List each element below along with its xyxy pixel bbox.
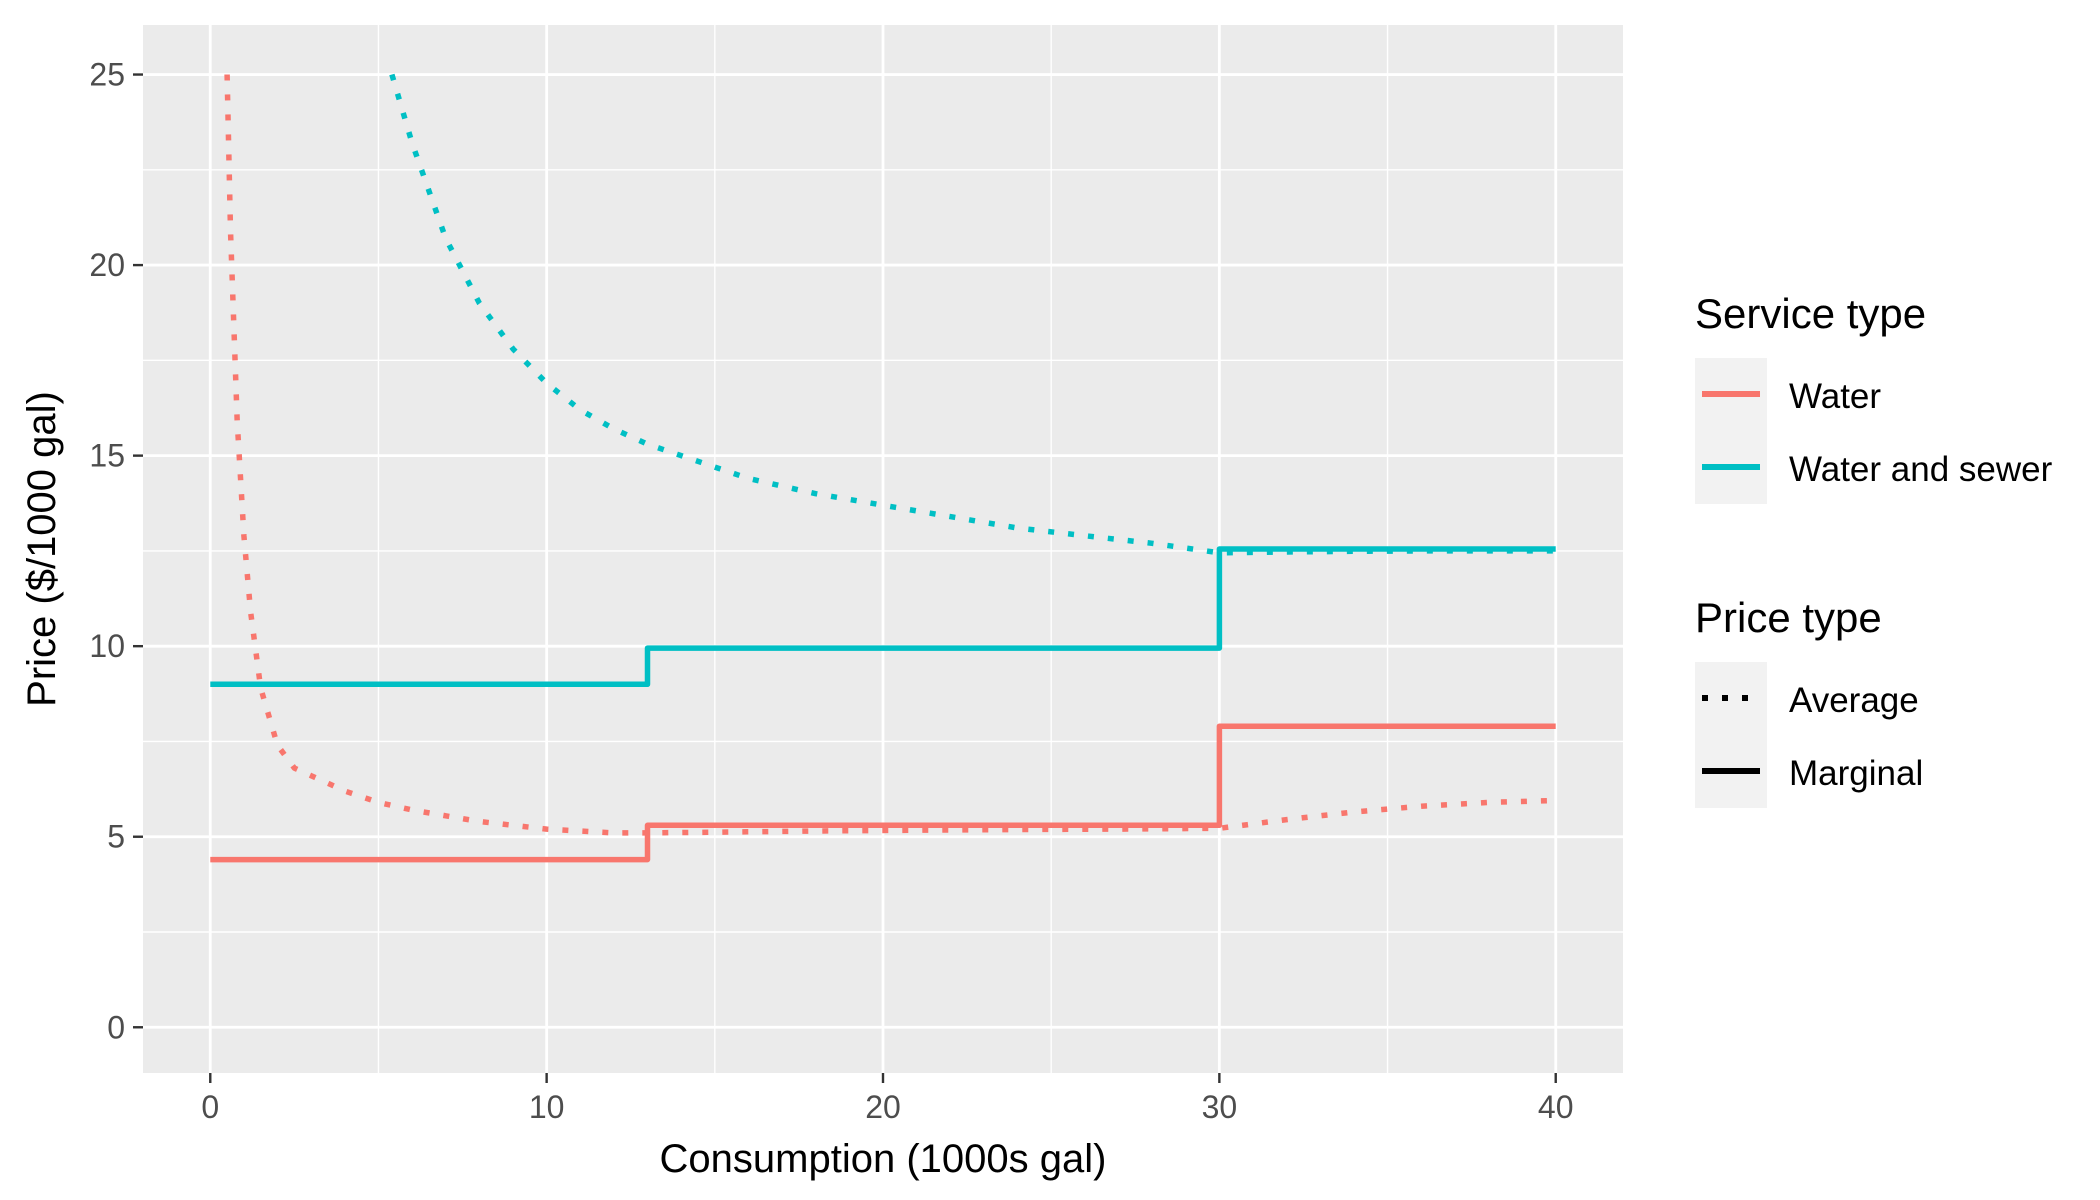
y-tick-label: 5 xyxy=(107,819,125,855)
series-line-water-average xyxy=(224,74,1556,836)
y-tick-label: 0 xyxy=(107,1009,125,1045)
x-axis-ticks: 0 10 20 30 40 xyxy=(201,1073,1574,1125)
legend-title-price-type: Price type xyxy=(1695,594,1882,641)
x-axis-title: Consumption (1000s gal) xyxy=(660,1137,1107,1181)
legend: Service type Water Water and sewer Price… xyxy=(1695,290,2053,808)
legend-keys-bg-service xyxy=(1695,358,1767,504)
series-line-water-marginal xyxy=(210,723,1556,863)
legend-label-water: Water xyxy=(1789,377,1881,416)
y-tick-label: 25 xyxy=(89,57,125,93)
legend-keys-bg-price xyxy=(1695,662,1767,808)
x-tick-label: 30 xyxy=(1202,1089,1238,1125)
grid-major xyxy=(143,25,1623,1073)
x-tick-label: 0 xyxy=(201,1089,219,1125)
y-tick-label: 10 xyxy=(89,628,125,664)
y-tick-label: 20 xyxy=(89,247,125,283)
x-tick-label: 10 xyxy=(529,1089,565,1125)
legend-label-marginal: Marginal xyxy=(1789,754,1923,793)
x-tick-label: 40 xyxy=(1538,1089,1574,1125)
legend-title-service-type: Service type xyxy=(1695,290,1926,337)
series-line-water-and-sewer-marginal xyxy=(210,546,1556,688)
y-axis-title: Price ($/1000 gal) xyxy=(20,391,64,707)
y-axis-ticks: 0 5 10 15 20 25 xyxy=(89,57,143,1045)
legend-label-water-and-sewer: Water and sewer xyxy=(1789,450,2053,489)
x-tick-label: 20 xyxy=(865,1089,901,1125)
legend-label-average: Average xyxy=(1789,681,1919,720)
y-tick-label: 15 xyxy=(89,438,125,474)
series-layer xyxy=(210,73,1556,863)
